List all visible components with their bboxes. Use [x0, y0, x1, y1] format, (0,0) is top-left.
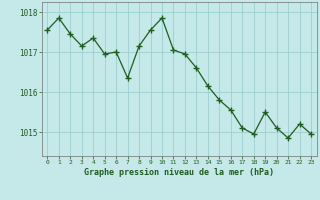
X-axis label: Graphe pression niveau de la mer (hPa): Graphe pression niveau de la mer (hPa) [84, 168, 274, 177]
